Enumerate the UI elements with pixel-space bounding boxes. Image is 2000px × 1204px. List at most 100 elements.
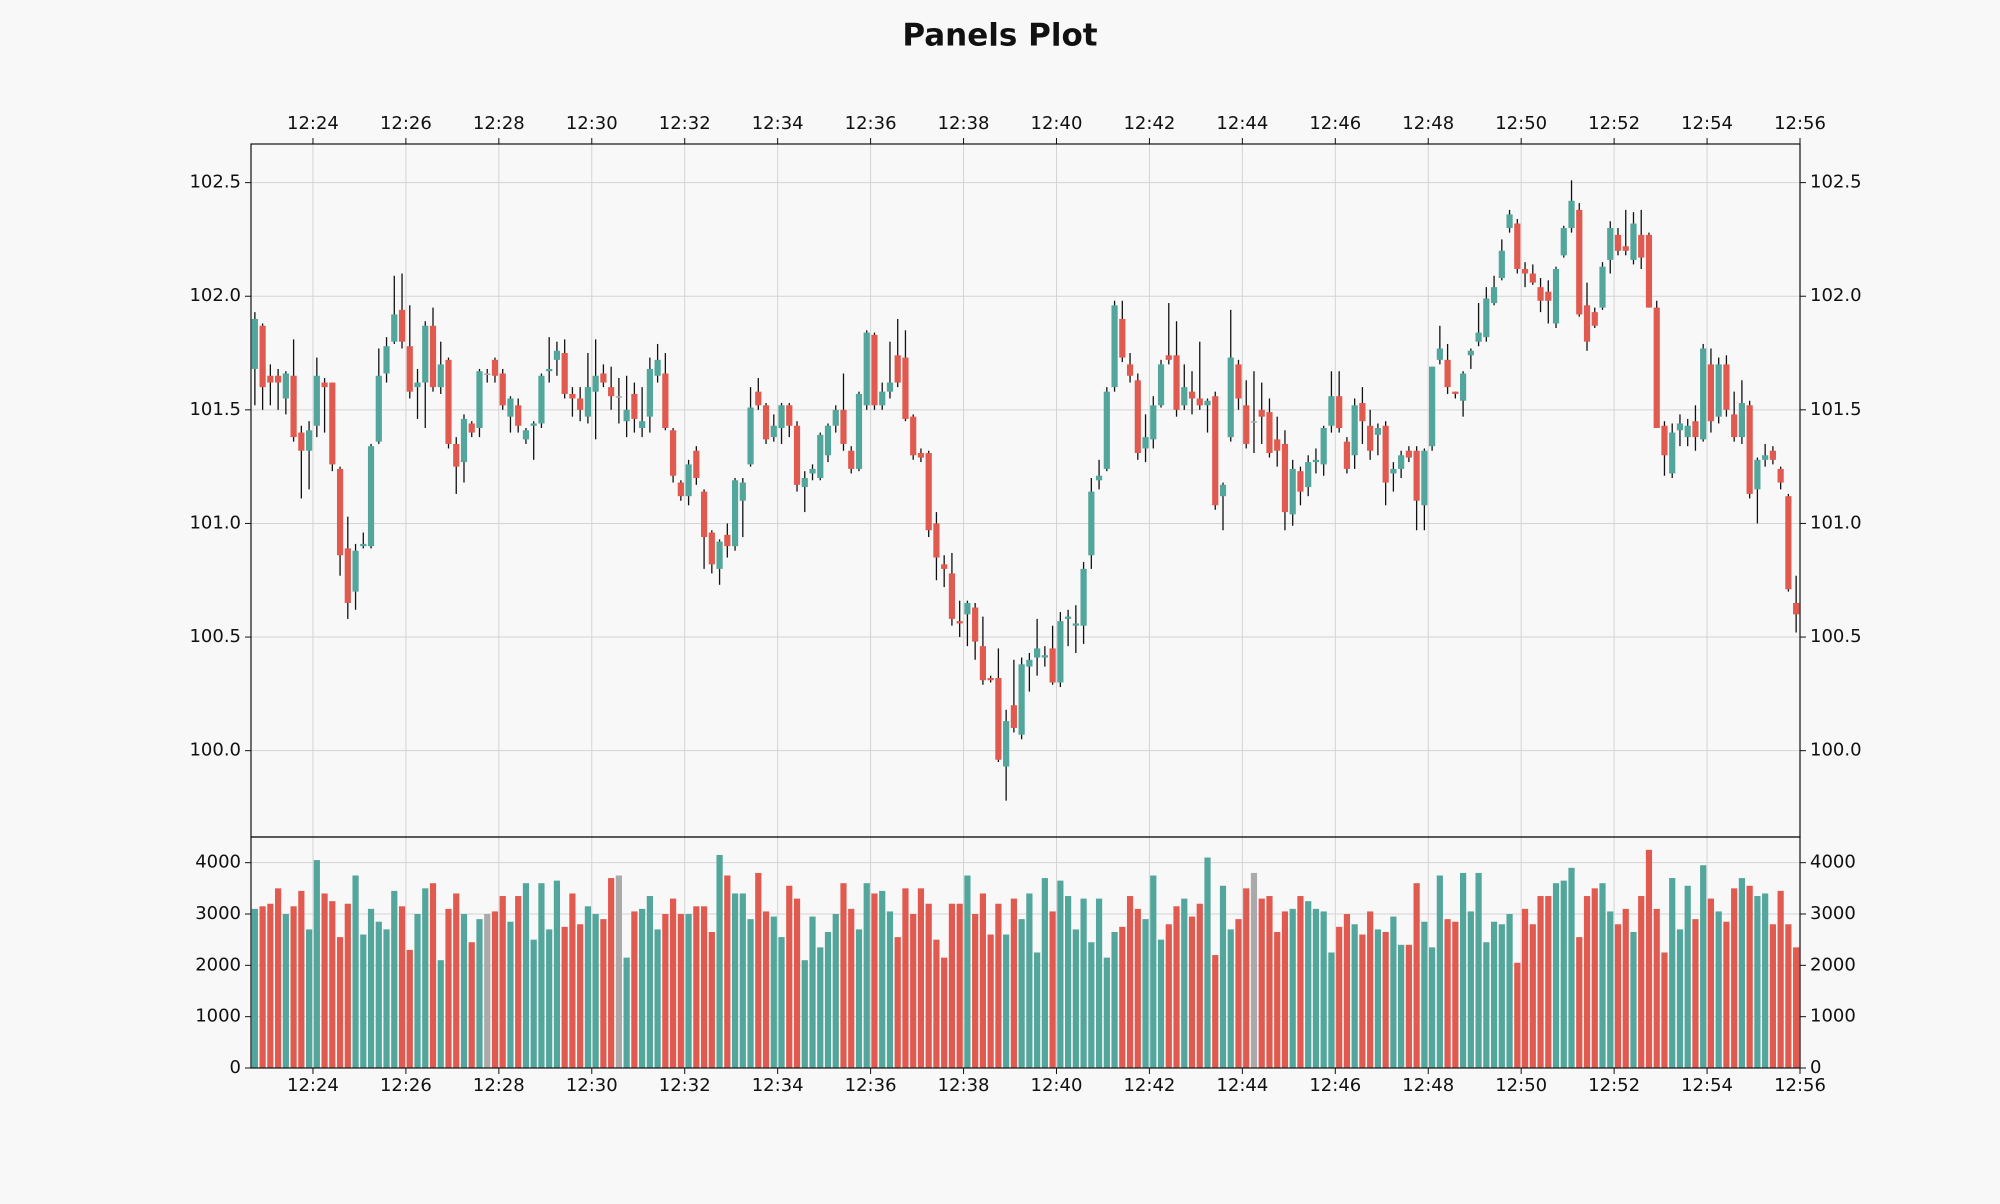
volume-bar [817,947,824,1068]
candle-body [259,325,266,388]
volume-bar [1150,875,1157,1068]
candle-body [639,421,646,429]
volume-bar [863,883,870,1068]
candle-body [600,373,607,383]
y-tick-label: 101.0 [189,512,241,533]
candle-body [1731,414,1738,438]
x-tick-label: 12:50 [1495,113,1547,134]
x-tick-label: 12:34 [752,1075,804,1096]
x-tick-label: 12:38 [938,1075,990,1096]
candle-body [902,357,909,419]
candle-body [1336,396,1343,429]
candle-body [1777,468,1784,483]
volume-bar [1018,919,1025,1068]
volume-bar [824,931,832,1068]
volume-bar [406,949,413,1068]
candle-body [1521,268,1529,274]
volume-bar [1142,919,1149,1068]
x-tick-label: 12:54 [1681,1075,1733,1096]
x-tick-label: 12:26 [380,1075,432,1096]
volume-bar [383,929,390,1068]
x-tick-label: 12:52 [1588,113,1640,134]
volume-bar [848,908,855,1068]
x-tick-label: 12:24 [287,113,339,134]
candle-body [925,453,932,531]
volume-bar [1289,908,1296,1068]
volume-bar [1521,908,1529,1068]
candle-body [948,573,956,619]
candle-body [1607,228,1614,260]
volume-bar [1429,947,1436,1068]
candle-body [499,373,506,406]
volume-bar [731,893,739,1068]
x-tick-label: 12:36 [845,1075,897,1096]
candle-body [739,482,746,501]
candle-body [360,543,367,547]
volume-bar [391,890,398,1068]
candle-body [886,382,894,392]
candle-body [383,346,390,374]
volume-bar [1459,872,1467,1068]
volume-bar [1003,934,1010,1068]
volume-bar [1305,901,1312,1068]
candle-body [1413,450,1420,501]
candle-body [1661,425,1668,456]
volume-frame [250,836,1801,1069]
candle-body [321,382,328,388]
volume-bar [1119,926,1126,1068]
volume-bar [1010,898,1017,1068]
volume-bar [398,906,406,1068]
x-tick-label: 12:54 [1681,113,1733,134]
x-tick-label: 12:44 [1216,113,1268,134]
volume-bar [956,903,963,1068]
candle-body [468,423,475,433]
candle-body [1622,246,1629,251]
volume-bar [1336,926,1343,1068]
volume-bar [1398,944,1405,1068]
candle-body [685,464,692,497]
volume-bar [646,896,653,1068]
candle-body [716,541,723,569]
candle-body [1429,366,1436,447]
volume-bar [1367,911,1374,1068]
volume-bar [1328,952,1335,1068]
volume-bar [724,875,731,1068]
volume-bar [305,929,313,1068]
candle-body [1529,273,1536,283]
volume-bar [561,926,568,1068]
volume-bar [615,875,622,1068]
candle-body [1645,234,1653,308]
candle-body [863,332,870,406]
volume-bar [894,937,901,1068]
candle-body [933,523,940,558]
volume-bar [747,919,754,1068]
candle-body [979,646,987,681]
y-tick-label: 100.5 [1810,626,1862,647]
volume-bar [1134,908,1141,1068]
candle-body [662,373,669,429]
candle-body [1328,396,1335,426]
volume-bar [1196,903,1203,1068]
volume-bar [755,872,762,1068]
candle-body [1219,484,1227,497]
volume-bar [941,957,948,1068]
candle-body [1583,305,1591,342]
candle-body [507,398,514,417]
x-tick-label: 12:44 [1216,1075,1268,1096]
x-tick-label: 12:30 [566,113,618,134]
volume-bar [1599,883,1606,1068]
candle-body [848,450,855,469]
volume-bar [623,957,630,1068]
volume-bar [313,860,320,1068]
volume-bar [608,878,615,1068]
volume-bar [275,888,282,1068]
candle-body [1398,455,1405,469]
price-panel [251,144,1800,837]
volume-bar [344,903,351,1068]
volume-bar [917,888,925,1068]
volume-bar [453,893,460,1068]
y-tick-label: 101.0 [1810,512,1862,533]
candle-body [1359,403,1366,422]
x-tick-label: 12:42 [1123,113,1175,134]
